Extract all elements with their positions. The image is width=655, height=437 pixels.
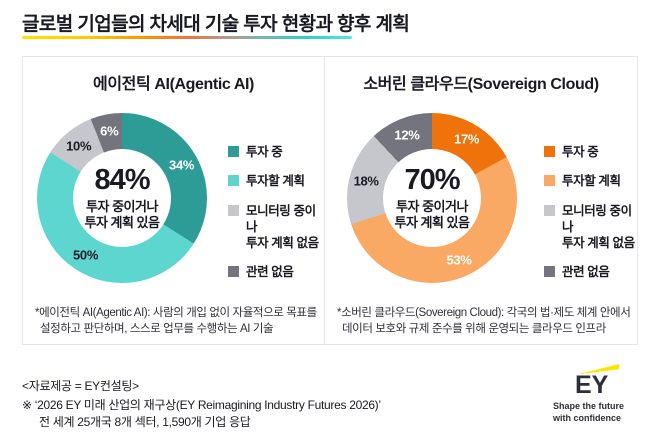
legend-swatch — [544, 146, 555, 157]
legend-swatch — [228, 204, 239, 216]
donut-center: 84% 투자 중이거나 투자 계획 있음 — [72, 148, 172, 248]
legend-swatch — [544, 175, 555, 187]
donut-chart: 70% 투자 중이거나 투자 계획 있음 17% 53% 18% 12% — [347, 113, 517, 283]
donut-center-value: 70% — [404, 163, 460, 196]
donut-center-caption: 투자 중이거나 투자 계획 있음 — [84, 198, 160, 231]
legend-item: 투자할 계획 — [544, 173, 637, 189]
legend-swatch — [228, 266, 239, 278]
legend-label: 관련 없음 — [246, 265, 294, 280]
donut-center: 70% 투자 중이거나 투자 계획 있음 — [382, 148, 482, 248]
legend-item: 모니터링 중이나 투자 계획 없음 — [544, 203, 637, 252]
legend-item: 투자 중 — [228, 144, 324, 160]
title-underline-gradient — [22, 36, 352, 39]
legend-swatch — [544, 204, 555, 216]
ey-tagline-line: Shape the future — [553, 401, 625, 411]
donut-segment-label: 12% — [394, 127, 420, 143]
legend-item: 투자할 계획 — [228, 173, 324, 189]
footnote-line: 데이터 보호와 규제 준수를 위해 운영되는 클라우드 인프라 — [342, 322, 606, 335]
donut-segment-label: 18% — [353, 173, 379, 189]
legend-label: 관련 없음 — [562, 265, 610, 280]
ey-tagline: Shape the future with confidence — [553, 401, 639, 424]
legend-item: 관련 없음 — [544, 264, 637, 280]
source-credit: <자료제공 = EY컨설팅> — [22, 379, 139, 393]
donut-segment-label: 6% — [100, 123, 119, 139]
donut-center-caption: 투자 중이거나 투자 계획 있음 — [394, 198, 470, 231]
ey-tagline-line: with confidence — [553, 412, 622, 423]
footnote-line: 설정하고 판단하며, 스스로 업무를 수행하는 AI 기술 — [40, 322, 274, 335]
legend-item: 모니터링 중이나 투자 계획 없음 — [228, 203, 324, 252]
agentic-ai-card: 에이전틱 AI(Agentic AI) 84% 투자 중이거나 투자 계획 있음… — [22, 56, 325, 345]
legend-item: 관련 없음 — [228, 264, 324, 280]
donut-chart: 84% 투자 중이거나 투자 계획 있음 34% 50% 10% 6% — [37, 113, 207, 283]
legend-label: 투자 중 — [246, 145, 283, 159]
chart-title: 에이전틱 AI(Agentic AI) — [93, 76, 254, 93]
donut-segment-label: 17% — [454, 131, 480, 147]
ey-logo: EY Shape the future with confidence — [553, 364, 639, 424]
legend-label: 모니터링 중이나 투자 계획 없음 — [562, 203, 635, 251]
sovereign-cloud-card: 소버린 클라우드(Sovereign Cloud) 70% 투자 중이거나 투자… — [324, 56, 638, 345]
ey-beam-icon — [579, 364, 619, 374]
donut-segment-label: 53% — [446, 252, 472, 268]
donut-segment-label: 34% — [169, 157, 195, 173]
legend-swatch — [544, 266, 555, 278]
legend-label: 모니터링 중이나 투자 계획 없음 — [246, 203, 319, 251]
legend-swatch — [228, 146, 239, 157]
ey-logo-text: EY — [575, 371, 609, 399]
chart-footnote: *에이전틱 AI(Agentic AI): 사람의 개입 없이 자율적으로 목표… — [35, 305, 320, 337]
legend-label: 투자할 계획 — [562, 174, 621, 189]
legend-label: 투자할 계획 — [246, 174, 305, 189]
footnote-line: *소버린 클라우드(Sovereign Cloud): 각국의 법·제도 체계 … — [337, 306, 631, 319]
page-title: 글로벌 기업들의 차세대 기술 투자 현황과 향후 계획 — [22, 14, 410, 35]
chart-footnote: *소버린 클라우드(Sovereign Cloud): 각국의 법·제도 체계 … — [337, 305, 633, 337]
donut-segment-label: 10% — [66, 138, 92, 154]
legend-item: 투자 중 — [544, 144, 637, 160]
survey-reference: ※ ‘2026 EY 미래 산업의 재구상(EY Reimagining Ind… — [22, 398, 381, 412]
legend-swatch — [228, 175, 239, 187]
survey-sample-info: 전 세계 25개국 8개 섹터, 1,590개 기업 응답 — [39, 415, 251, 429]
chart-title: 소버린 클라우드(Sovereign Cloud) — [363, 76, 599, 93]
donut-segment-label: 50% — [73, 247, 99, 263]
donut-center-value: 84% — [94, 163, 150, 196]
legend-label: 투자 중 — [562, 145, 599, 159]
footnote-line: *에이전틱 AI(Agentic AI): 사람의 개입 없이 자율적으로 목표… — [35, 306, 317, 319]
